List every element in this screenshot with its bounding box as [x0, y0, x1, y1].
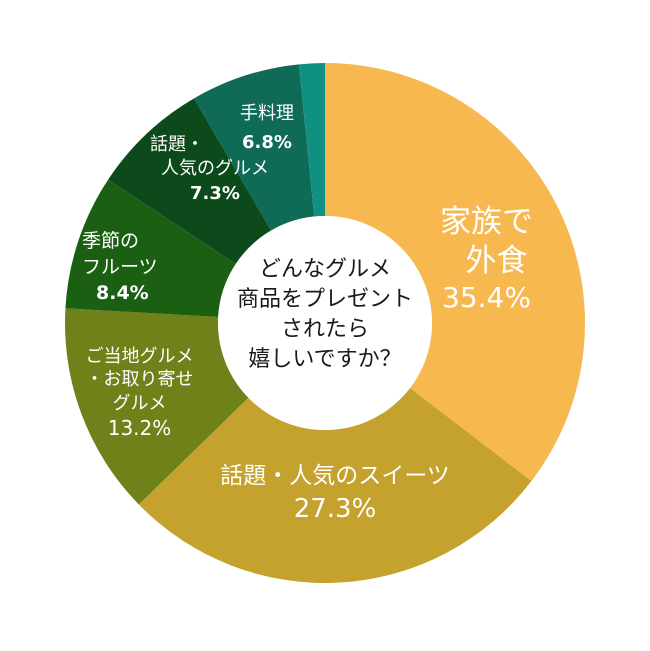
label-text: フルーツ	[82, 256, 158, 279]
label-text: 外食	[465, 242, 528, 279]
label-family-dining: 家族で 外食 35.4%	[440, 203, 533, 314]
label-text: 手料理	[240, 103, 294, 124]
slice-3	[65, 179, 236, 317]
center-question: どんなグルメ 商品をプレゼント されたら 嬉しいですか？	[215, 255, 435, 375]
slice-4	[108, 98, 272, 264]
label-local-gourmet: ご当地グルメ ・お取り寄せ グルメ 13.2%	[72, 345, 207, 441]
label-percent: 27.3%	[293, 493, 377, 524]
label-percent: 35.4%	[442, 280, 531, 314]
label-text: グルメ	[112, 392, 167, 414]
label-popular-gourmet: 話題・ 人気のグルメ 7.3%	[145, 133, 285, 206]
label-text: ・お取り寄せ	[85, 369, 194, 391]
label-text: 話題・	[150, 134, 204, 155]
label-percent: 13.2%	[107, 416, 172, 441]
label-popular-sweets: 話題・人気のスイーツ 27.3%	[190, 462, 480, 527]
label-text: ご当地グルメ	[85, 346, 194, 367]
question-line: 商品をプレゼント	[236, 286, 413, 312]
question-line: されたら	[280, 316, 369, 342]
slice-1	[138, 388, 532, 583]
slice-6	[298, 63, 325, 217]
slice-2	[65, 308, 249, 505]
question-line: どんなグルメ	[258, 257, 391, 282]
label-seasonal-fruit: 季節の フルーツ 8.4%	[82, 228, 182, 307]
label-percent: 8.4%	[96, 282, 149, 305]
question-line: 嬉しいですか？	[248, 346, 402, 372]
slice-5	[194, 64, 315, 231]
label-text: 家族で	[440, 204, 533, 240]
donut-hole	[218, 216, 432, 430]
label-percent: 6.8%	[242, 131, 292, 153]
label-home-cooking: 手料理 6.8%	[222, 100, 312, 158]
label-text: 季節の	[82, 230, 140, 252]
label-text: 話題・人気のスイーツ	[220, 463, 450, 489]
slice-0	[325, 63, 585, 482]
label-percent: 7.3%	[190, 182, 240, 204]
label-text: 人気のグルメ	[161, 158, 269, 180]
